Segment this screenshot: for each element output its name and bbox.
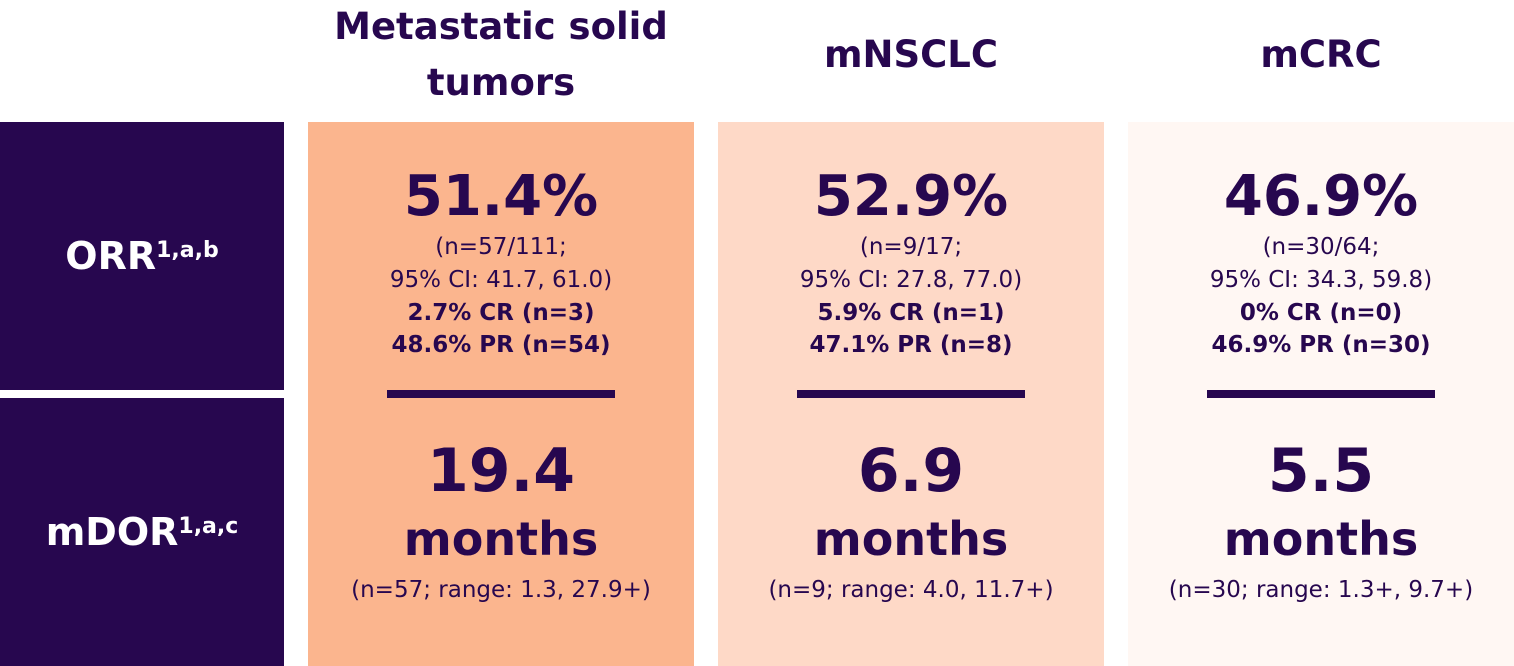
row-header: ORR 1,a,b <box>0 122 284 390</box>
cr: 5.9% CR (n=1) <box>817 300 1005 326</box>
orr-n: (n=30/64; <box>1262 234 1380 260</box>
row-label: ORR <box>65 234 157 278</box>
orr-ci: 95% CI: 27.8, 77.0) <box>799 267 1023 293</box>
row-header: mDOR 1,a,c <box>0 398 284 666</box>
mdor-unit: months <box>1223 512 1419 566</box>
orr-value: 46.9% <box>1223 164 1419 229</box>
mdor-detail: (n=9; range: 4.0, 11.7+) <box>768 577 1054 603</box>
mdor-unit: months <box>403 512 599 566</box>
mdor-value: 19.4 <box>426 436 576 506</box>
column-header: mCRC <box>1260 33 1382 76</box>
divider <box>797 390 1025 398</box>
row-label: mDOR <box>45 510 179 554</box>
mdor-detail: (n=30; range: 1.3+, 9.7+) <box>1168 577 1474 603</box>
column-header: Metastatic solid tumors <box>334 5 668 104</box>
divider <box>387 390 615 398</box>
mdor-value: 6.9 <box>857 436 965 506</box>
mdor-value: 5.5 <box>1267 436 1375 506</box>
divider <box>1207 390 1435 398</box>
cr: 2.7% CR (n=3) <box>407 300 595 326</box>
row-superscript: 1,a,c <box>178 513 239 539</box>
column-header: mNSCLC <box>823 33 999 76</box>
column: 52.9% (n=9/17; 95% CI: 27.8, 77.0) 5.9% CR … <box>718 122 1104 666</box>
column: 51.4% (n=57/111; 95% CI: 41.7, 61.0) 2.7% C… <box>308 122 694 666</box>
mdor-detail: (n=57; range: 1.3, 27.9+) <box>351 577 651 603</box>
row-superscript: 1,a,b <box>156 237 219 263</box>
orr-value: 52.9% <box>813 164 1009 229</box>
orr-n: (n=9/17; <box>859 234 963 260</box>
orr-n: (n=57/111; <box>435 234 567 260</box>
pr: 48.6% PR (n=54) <box>391 332 611 358</box>
pr: 46.9% PR (n=30) <box>1211 332 1431 358</box>
mdor-unit: months <box>813 512 1009 566</box>
orr-ci: 95% CI: 34.3, 59.8) <box>1209 267 1433 293</box>
orr-ci: 95% CI: 41.7, 61.0) <box>389 267 613 293</box>
cr: 0% CR (n=0) <box>1239 300 1403 326</box>
pr: 47.1% PR (n=8) <box>809 332 1013 358</box>
column: 46.9% (n=30/64; 95% CI: 34.3, 59.8) 0% CR (… <box>1128 122 1514 666</box>
orr-value: 51.4% <box>403 164 599 229</box>
